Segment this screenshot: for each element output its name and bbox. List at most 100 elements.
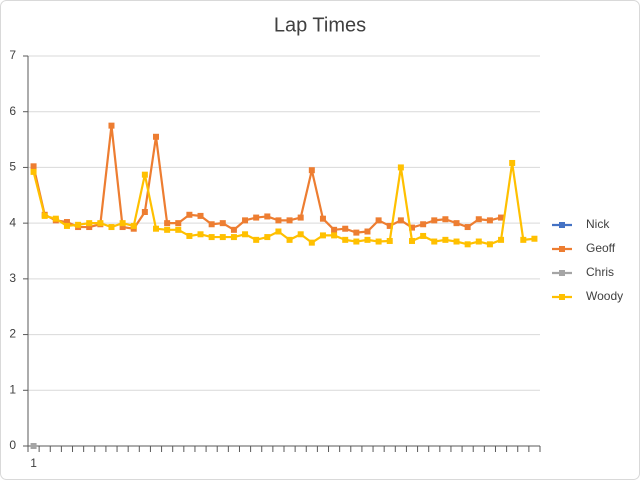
marker [453, 238, 460, 245]
marker [297, 231, 304, 238]
marker [409, 224, 415, 231]
legend-label: Chris [586, 265, 614, 279]
marker [164, 226, 171, 233]
marker [75, 221, 82, 228]
marker [153, 133, 159, 140]
marker [208, 234, 215, 241]
marker [97, 220, 104, 227]
marker [119, 220, 126, 227]
y-tick-label: 6 [9, 104, 16, 118]
marker [253, 236, 260, 243]
marker [397, 217, 404, 224]
marker [386, 222, 393, 229]
marker [86, 224, 93, 231]
marker [420, 232, 427, 239]
marker [186, 232, 193, 239]
marker [264, 234, 271, 241]
marker [353, 238, 360, 245]
marker [464, 224, 471, 231]
marker [219, 234, 226, 241]
legend-marker [559, 270, 565, 276]
y-tick-label: 4 [9, 215, 16, 229]
marker [319, 232, 326, 239]
marker [30, 163, 37, 170]
marker [141, 209, 148, 215]
y-tick-label: 3 [9, 271, 16, 285]
marker [230, 226, 237, 233]
marker [197, 231, 204, 238]
marker [442, 216, 449, 223]
y-tick-label: 2 [9, 327, 16, 341]
y-tick-label: 5 [9, 160, 16, 174]
legend-label: Nick [586, 217, 610, 231]
marker [108, 224, 115, 231]
marker [498, 236, 505, 243]
marker [275, 217, 282, 224]
marker [486, 241, 493, 248]
marker [175, 220, 182, 227]
marker [230, 234, 237, 241]
marker [342, 236, 349, 243]
marker [331, 226, 338, 233]
marker [486, 217, 493, 224]
marker [208, 221, 215, 228]
marker [297, 214, 304, 221]
marker [119, 224, 126, 231]
legend-marker [559, 222, 565, 228]
legend-marker [559, 246, 565, 252]
marker [30, 168, 37, 175]
legend-label: Geoff [586, 241, 616, 255]
marker [308, 167, 315, 174]
marker [141, 171, 148, 178]
marker [63, 222, 70, 229]
y-tick-label: 1 [9, 382, 16, 396]
marker [475, 238, 482, 245]
y-tick-label: 0 [9, 438, 16, 452]
marker [108, 122, 115, 129]
marker [375, 238, 382, 245]
marker [386, 237, 393, 244]
marker [453, 220, 460, 227]
marker [475, 216, 482, 223]
marker [464, 241, 471, 248]
marker [442, 236, 449, 243]
marker [86, 220, 93, 227]
marker [153, 225, 159, 232]
marker [397, 164, 404, 171]
marker [286, 217, 293, 224]
marker [498, 214, 505, 221]
marker [164, 220, 171, 227]
marker [219, 220, 226, 227]
marker [41, 212, 48, 219]
marker [319, 215, 326, 222]
marker [353, 229, 360, 236]
marker [52, 215, 59, 222]
marker [431, 238, 438, 245]
legend-marker [559, 294, 565, 300]
marker [409, 237, 415, 244]
marker [531, 235, 538, 242]
marker [286, 236, 293, 243]
marker [264, 213, 271, 220]
marker [364, 228, 371, 235]
marker [520, 236, 527, 243]
marker [253, 214, 260, 221]
marker [30, 443, 37, 449]
chart-title: Lap Times [274, 14, 366, 36]
marker [509, 159, 516, 166]
x-tick-label: 1 [30, 456, 37, 470]
y-tick-label: 7 [9, 48, 16, 62]
marker [242, 231, 249, 238]
marker [342, 225, 349, 232]
marker [308, 239, 315, 246]
marker [130, 222, 137, 229]
marker [331, 232, 338, 239]
marker [364, 236, 371, 243]
marker [242, 217, 249, 224]
marker [63, 219, 70, 226]
marker [186, 211, 193, 218]
marker [375, 217, 382, 224]
